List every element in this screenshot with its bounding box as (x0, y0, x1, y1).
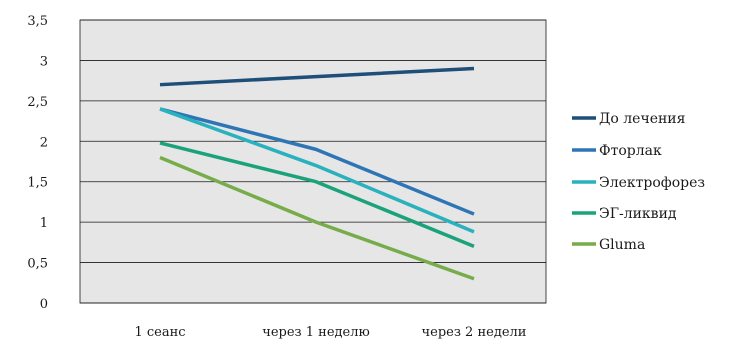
y-tick-label: 1,5 (27, 176, 48, 191)
y-axis-tick-labels: 0 0,5 1 1,5 2 2,5 3 3,5 (27, 14, 48, 312)
series-line-2 (159, 107, 475, 216)
series-line-5 (159, 155, 475, 281)
plot-border (79, 19, 547, 304)
series-line-1 (159, 66, 475, 87)
series-line-3 (159, 107, 475, 234)
plot-area (80, 20, 546, 303)
y-tick-label: 2,5 (27, 95, 48, 110)
y-tick-label: 3,5 (27, 14, 48, 29)
series-lines (159, 66, 475, 281)
legend-label: Электрофорез (599, 175, 705, 191)
x-tick-label: через 1 неделю (262, 325, 370, 340)
x-axis-tick-labels: 1 сеанс через 1 неделю через 2 недели (134, 325, 526, 340)
legend-label: ЭГ-ликвид (599, 206, 677, 222)
y-tick-label: 0 (40, 297, 48, 312)
y-tick-label: 2 (40, 135, 48, 150)
y-tick-label: 3 (40, 54, 48, 69)
legend-label: Фторлак (599, 143, 662, 159)
y-tick-label: 0,5 (27, 257, 48, 272)
series-line-4 (159, 141, 475, 249)
gridlines (79, 19, 547, 304)
legend-label: До лечения (599, 111, 686, 127)
x-tick-label: через 2 недели (422, 325, 527, 340)
legend: До лечения Фторлак Электрофорез ЭГ-ликвид Gl… (572, 111, 705, 253)
y-tick-label: 1 (40, 216, 48, 231)
legend-label: Gluma (599, 237, 645, 253)
x-tick-label: 1 сеанс (134, 325, 185, 340)
